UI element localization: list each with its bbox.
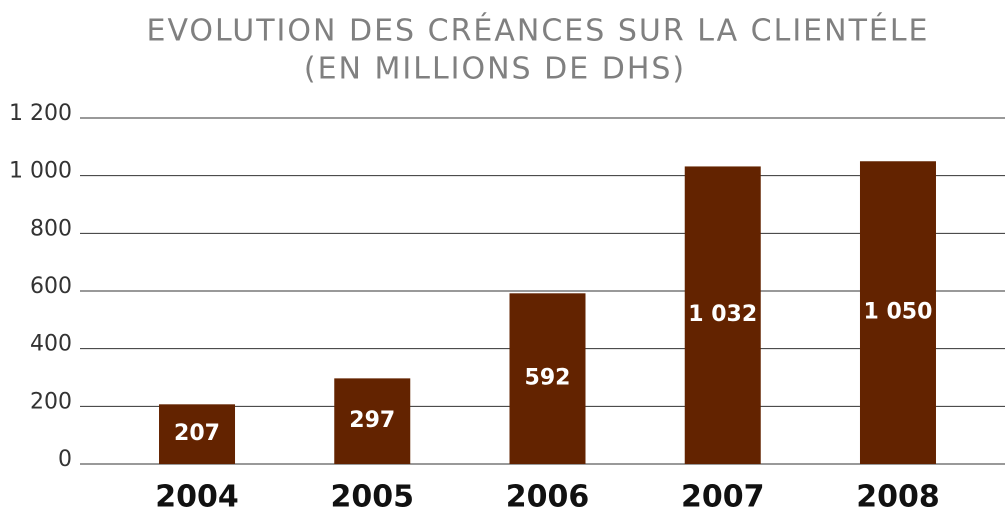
value-label: 592 <box>525 366 571 391</box>
bar <box>859 161 936 464</box>
x-tick-label: 2005 <box>331 480 415 514</box>
x-tick-label: 2007 <box>681 480 765 514</box>
y-tick-label: 0 <box>58 447 72 472</box>
y-tick-label: 1 000 <box>9 159 72 184</box>
x-tick-label: 2008 <box>856 480 940 514</box>
y-tick-label: 400 <box>30 332 72 357</box>
y-tick-label: 1 200 <box>9 101 72 126</box>
y-tick-label: 600 <box>30 274 72 299</box>
bar <box>334 378 411 464</box>
bar <box>684 166 761 464</box>
chart-title: EVOLUTION DES CRÉANCES SUR LA CLIENTÉLE <box>146 13 929 49</box>
x-tick-label: 2006 <box>506 480 590 514</box>
bar <box>159 404 236 464</box>
y-tick-label: 800 <box>30 216 72 241</box>
value-label: 1 032 <box>688 302 757 327</box>
chart-subtitle: (EN MILLIONS DE DHS) <box>304 52 686 87</box>
value-label: 1 050 <box>864 300 933 325</box>
value-label: 207 <box>174 421 220 446</box>
x-tick-label: 2004 <box>155 480 239 514</box>
bar <box>509 293 586 464</box>
value-label: 297 <box>349 408 395 433</box>
y-tick-label: 200 <box>30 389 72 414</box>
